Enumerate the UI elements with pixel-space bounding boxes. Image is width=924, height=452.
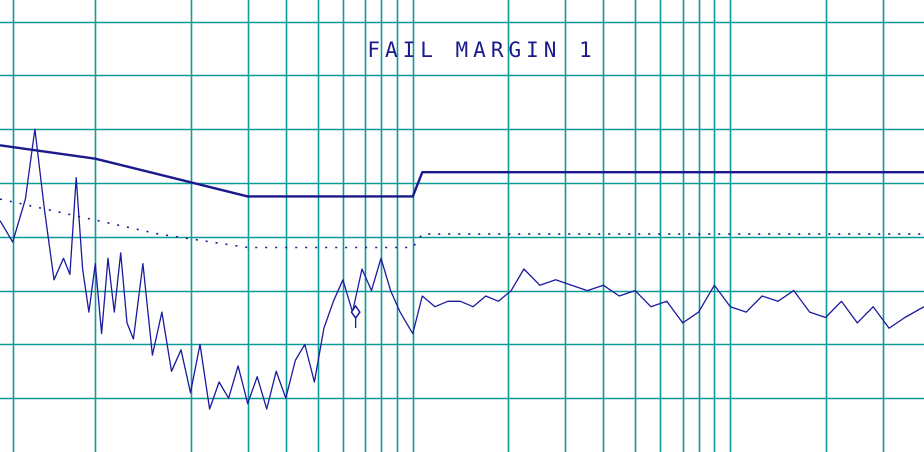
chart-title: FAIL MARGIN 1 (367, 38, 597, 62)
markers (350, 304, 361, 329)
peak-marker (350, 304, 361, 320)
limit-line (0, 144, 924, 198)
series-lines (0, 128, 924, 410)
margin-line (0, 198, 924, 249)
measured-trace (0, 128, 924, 410)
